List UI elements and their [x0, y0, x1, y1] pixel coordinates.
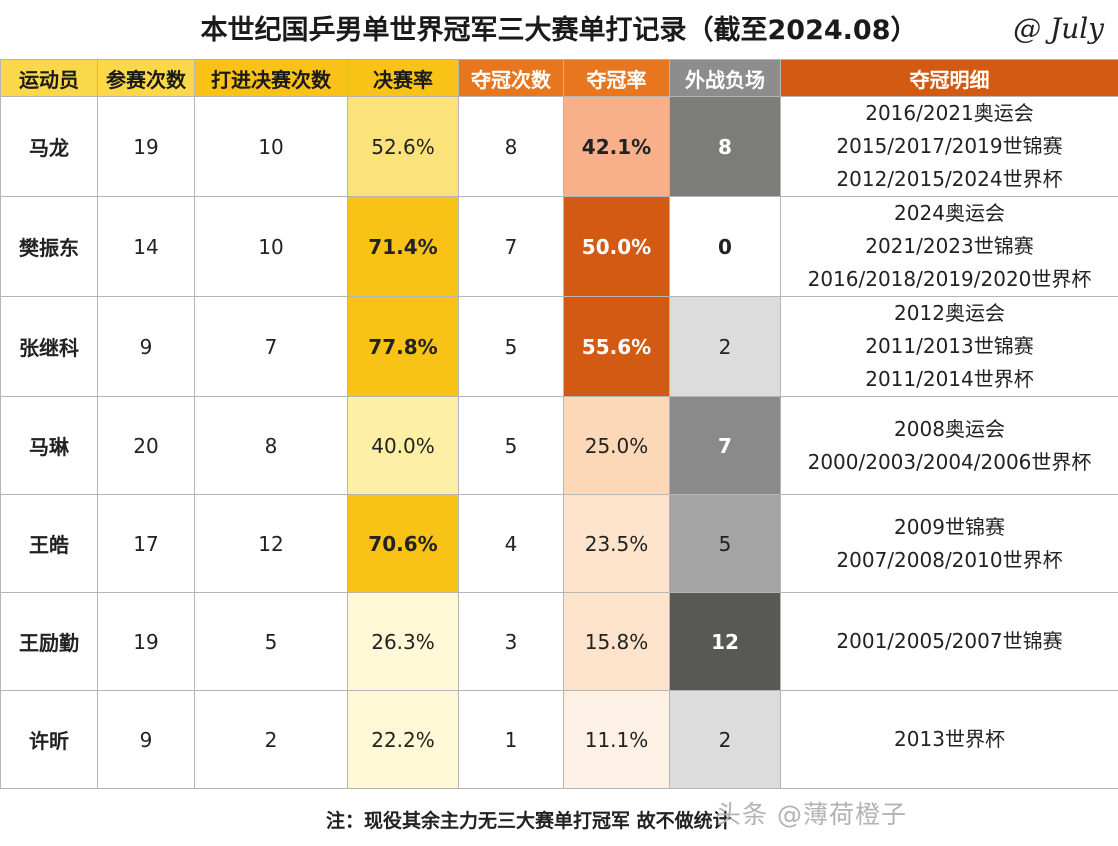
titles-cell: 1: [458, 690, 564, 789]
title-rate-cell: 11.1%: [563, 690, 670, 789]
title-detail-line: 2001/2005/2007世锦赛: [836, 629, 1063, 653]
entries-cell: 19: [97, 96, 195, 197]
titles-cell: 3: [458, 592, 564, 691]
footer-note: 注：现役其余主力无三大赛单打冠军 故不做统计: [326, 810, 732, 832]
title-rate-cell: 42.1%: [563, 96, 670, 197]
title-detail-line: 2011/2014世界杯: [865, 367, 1034, 391]
title-detail-line: 2012/2015/2024世界杯: [836, 167, 1063, 191]
table-body: 马龙 19 10 52.6% 8 42.1% 8 2016/2021奥运会 2015/2017/…: [0, 96, 1118, 789]
title-details-cell: 2013世界杯: [780, 690, 1118, 789]
athlete-name: 马龙: [0, 96, 98, 197]
foreign-losses-cell: 12: [669, 592, 781, 691]
title-detail-line: 2009世锦赛: [894, 514, 1005, 539]
athlete-name: 王皓: [0, 494, 98, 593]
title-rate-cell: 55.6%: [563, 296, 670, 397]
title-detail-line: 2024奥运会: [894, 201, 1005, 225]
final-rate-cell: 70.6%: [347, 494, 459, 593]
finals-cell: 2: [194, 690, 348, 789]
header-titles: 夺冠次数: [458, 59, 564, 97]
table-row: 王皓 17 12 70.6% 4 23.5% 5 2009世锦赛 2007/2008/2010世…: [0, 494, 1118, 593]
table-row: 王励勤 19 5 26.3% 3 15.8% 12 2001/2005/2007世锦赛: [0, 592, 1118, 691]
titles-cell: 5: [458, 396, 564, 495]
final-rate-cell: 52.6%: [347, 96, 459, 197]
final-rate-cell: 77.8%: [347, 296, 459, 397]
title-detail-line: 2008奥运会: [894, 416, 1005, 441]
titles-cell: 8: [458, 96, 564, 197]
author-signature: @ July: [1013, 12, 1104, 45]
table-row: 许昕 9 2 22.2% 1 11.1% 2 2013世界杯: [0, 690, 1118, 789]
header-final-rate: 决赛率: [347, 59, 459, 97]
title-detail-line: 2015/2017/2019世锦赛: [836, 134, 1063, 158]
header-row: 运动员 参赛次数 打进决赛次数 决赛率 夺冠次数 夺冠率 外战负场 夺冠明细: [0, 59, 1118, 97]
finals-cell: 7: [194, 296, 348, 397]
entries-cell: 14: [97, 196, 195, 297]
table-row: 马龙 19 10 52.6% 8 42.1% 8 2016/2021奥运会 2015/2017/…: [0, 96, 1118, 197]
foreign-losses-cell: 5: [669, 494, 781, 593]
foreign-losses-cell: 2: [669, 296, 781, 397]
title-detail-line: 2011/2013世锦赛: [865, 334, 1034, 358]
final-rate-cell: 26.3%: [347, 592, 459, 691]
entries-cell: 9: [97, 690, 195, 789]
title-detail-line: 2021/2023世锦赛: [865, 234, 1034, 258]
athlete-name: 樊振东: [0, 196, 98, 297]
final-rate-cell: 40.0%: [347, 396, 459, 495]
header-foreign-losses: 外战负场: [669, 59, 781, 97]
title-rate-cell: 25.0%: [563, 396, 670, 495]
header-athlete: 运动员: [0, 59, 98, 97]
athlete-name: 许昕: [0, 690, 98, 789]
title-rate-cell: 23.5%: [563, 494, 670, 593]
title-detail-line: 2007/2008/2010世界杯: [836, 547, 1063, 572]
title-rate-cell: 50.0%: [563, 196, 670, 297]
final-rate-cell: 22.2%: [347, 690, 459, 789]
title-bar: 本世纪国乒男单世界冠军三大赛单打记录（截至2024.08） @ July: [0, 0, 1118, 61]
title-details-cell: 2009世锦赛 2007/2008/2010世界杯: [780, 494, 1118, 593]
title-rate-cell: 15.8%: [563, 592, 670, 691]
title-details-cell: 2016/2021奥运会 2015/2017/2019世锦赛 2012/2015/2…: [780, 96, 1118, 197]
final-rate-cell: 71.4%: [347, 196, 459, 297]
header-entries: 参赛次数: [97, 59, 195, 97]
entries-cell: 19: [97, 592, 195, 691]
titles-cell: 7: [458, 196, 564, 297]
title-detail-line: 2016/2021奥运会: [865, 101, 1034, 125]
title-details-cell: 2008奥运会 2000/2003/2004/2006世界杯: [780, 396, 1118, 495]
finals-cell: 8: [194, 396, 348, 495]
table-row: 马琳 20 8 40.0% 5 25.0% 7 2008奥运会 2000/2003/2004/2…: [0, 396, 1118, 495]
header-title-details: 夺冠明细: [780, 59, 1118, 97]
records-table: 运动员 参赛次数 打进决赛次数 决赛率 夺冠次数 夺冠率 外战负场 夺冠明细 马…: [0, 59, 1118, 789]
title-detail-line: 2012奥运会: [894, 301, 1005, 325]
title-detail-line: 2013世界杯: [894, 727, 1005, 751]
foreign-losses-cell: 2: [669, 690, 781, 789]
titles-cell: 5: [458, 296, 564, 397]
title-detail-line: 2000/2003/2004/2006世界杯: [807, 449, 1092, 474]
finals-cell: 10: [194, 196, 348, 297]
foreign-losses-cell: 0: [669, 196, 781, 297]
athlete-name: 王励勤: [0, 592, 98, 691]
header-finals: 打进决赛次数: [194, 59, 348, 97]
title-details-cell: 2012奥运会 2011/2013世锦赛 2011/2014世界杯: [780, 296, 1118, 397]
title-details-cell: 2001/2005/2007世锦赛: [780, 592, 1118, 691]
finals-cell: 10: [194, 96, 348, 197]
titles-cell: 4: [458, 494, 564, 593]
title-detail-line: 2016/2018/2019/2020世界杯: [807, 267, 1092, 291]
table-row: 樊振东 14 10 71.4% 7 50.0% 0 2024奥运会 2021/2023世锦赛 20…: [0, 196, 1118, 297]
title-details-cell: 2024奥运会 2021/2023世锦赛 2016/2018/2019/2020世界…: [780, 196, 1118, 297]
table-title: 本世纪国乒男单世界冠军三大赛单打记录（截至2024.08）: [200, 15, 918, 46]
finals-cell: 12: [194, 494, 348, 593]
finals-cell: 5: [194, 592, 348, 691]
watermark: 头条 @薄荷橙子: [716, 800, 907, 829]
athlete-name: 张继科: [0, 296, 98, 397]
table-row: 张继科 9 7 77.8% 5 55.6% 2 2012奥运会 2011/2013世锦赛 2011…: [0, 296, 1118, 397]
foreign-losses-cell: 7: [669, 396, 781, 495]
header-title-rate: 夺冠率: [563, 59, 670, 97]
entries-cell: 20: [97, 396, 195, 495]
entries-cell: 9: [97, 296, 195, 397]
entries-cell: 17: [97, 494, 195, 593]
athlete-name: 马琳: [0, 396, 98, 495]
footer: 注：现役其余主力无三大赛单打冠军 故不做统计 头条 @薄荷橙子: [0, 793, 1118, 846]
foreign-losses-cell: 8: [669, 96, 781, 197]
